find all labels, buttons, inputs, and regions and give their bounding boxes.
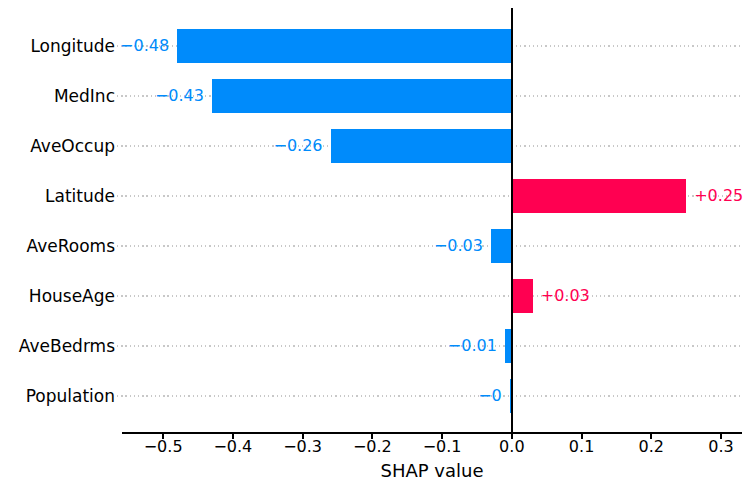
category-label: Latitude (0, 184, 115, 208)
bar-value-label: −0.43 (155, 85, 204, 107)
zero-baseline (511, 8, 514, 434)
x-tick-label: 0.1 (569, 437, 594, 456)
negative-bar (212, 79, 512, 113)
category-label: HouseAge (0, 284, 115, 308)
x-tick-label: −0.4 (213, 437, 252, 456)
bar-value-label: −0.03 (434, 235, 483, 257)
x-tick-label: 0.0 (499, 437, 524, 456)
negative-bar (331, 129, 512, 163)
category-label: AveBedrms (0, 334, 115, 358)
category-label: Population (0, 384, 115, 408)
gridline (117, 345, 742, 346)
x-tick-label: −0.3 (283, 437, 322, 456)
bar-value-label: +0.25 (694, 185, 743, 207)
category-label: MedInc (0, 84, 115, 108)
x-tick-label: −0.2 (353, 437, 392, 456)
gridline (117, 395, 742, 396)
category-label: AveOccup (0, 134, 115, 158)
bar-value-label: −0 (478, 385, 502, 407)
shap-bar-chart: Longitude MedInc AveOccup Latitude AveRooms H… (0, 0, 755, 491)
x-tick-label: −0.5 (144, 437, 183, 456)
gridline (117, 295, 742, 296)
category-label: Longitude (0, 34, 115, 58)
positive-bar (512, 179, 686, 213)
x-axis-line (122, 432, 742, 434)
positive-bar (512, 279, 533, 313)
gridline (117, 245, 742, 246)
x-tick-label: 0.2 (639, 437, 664, 456)
negative-bar (491, 229, 512, 263)
bar-value-label: −0.01 (448, 335, 497, 357)
x-tick-label: −0.1 (423, 437, 462, 456)
bar-value-label: +0.03 (541, 285, 590, 307)
x-axis-title: SHAP value (380, 460, 483, 481)
bar-value-label: −0.26 (274, 135, 323, 157)
x-tick-label: 0.3 (708, 437, 733, 456)
category-label: AveRooms (0, 234, 115, 258)
bar-value-label: −0.48 (120, 35, 169, 57)
negative-bar (177, 29, 512, 63)
